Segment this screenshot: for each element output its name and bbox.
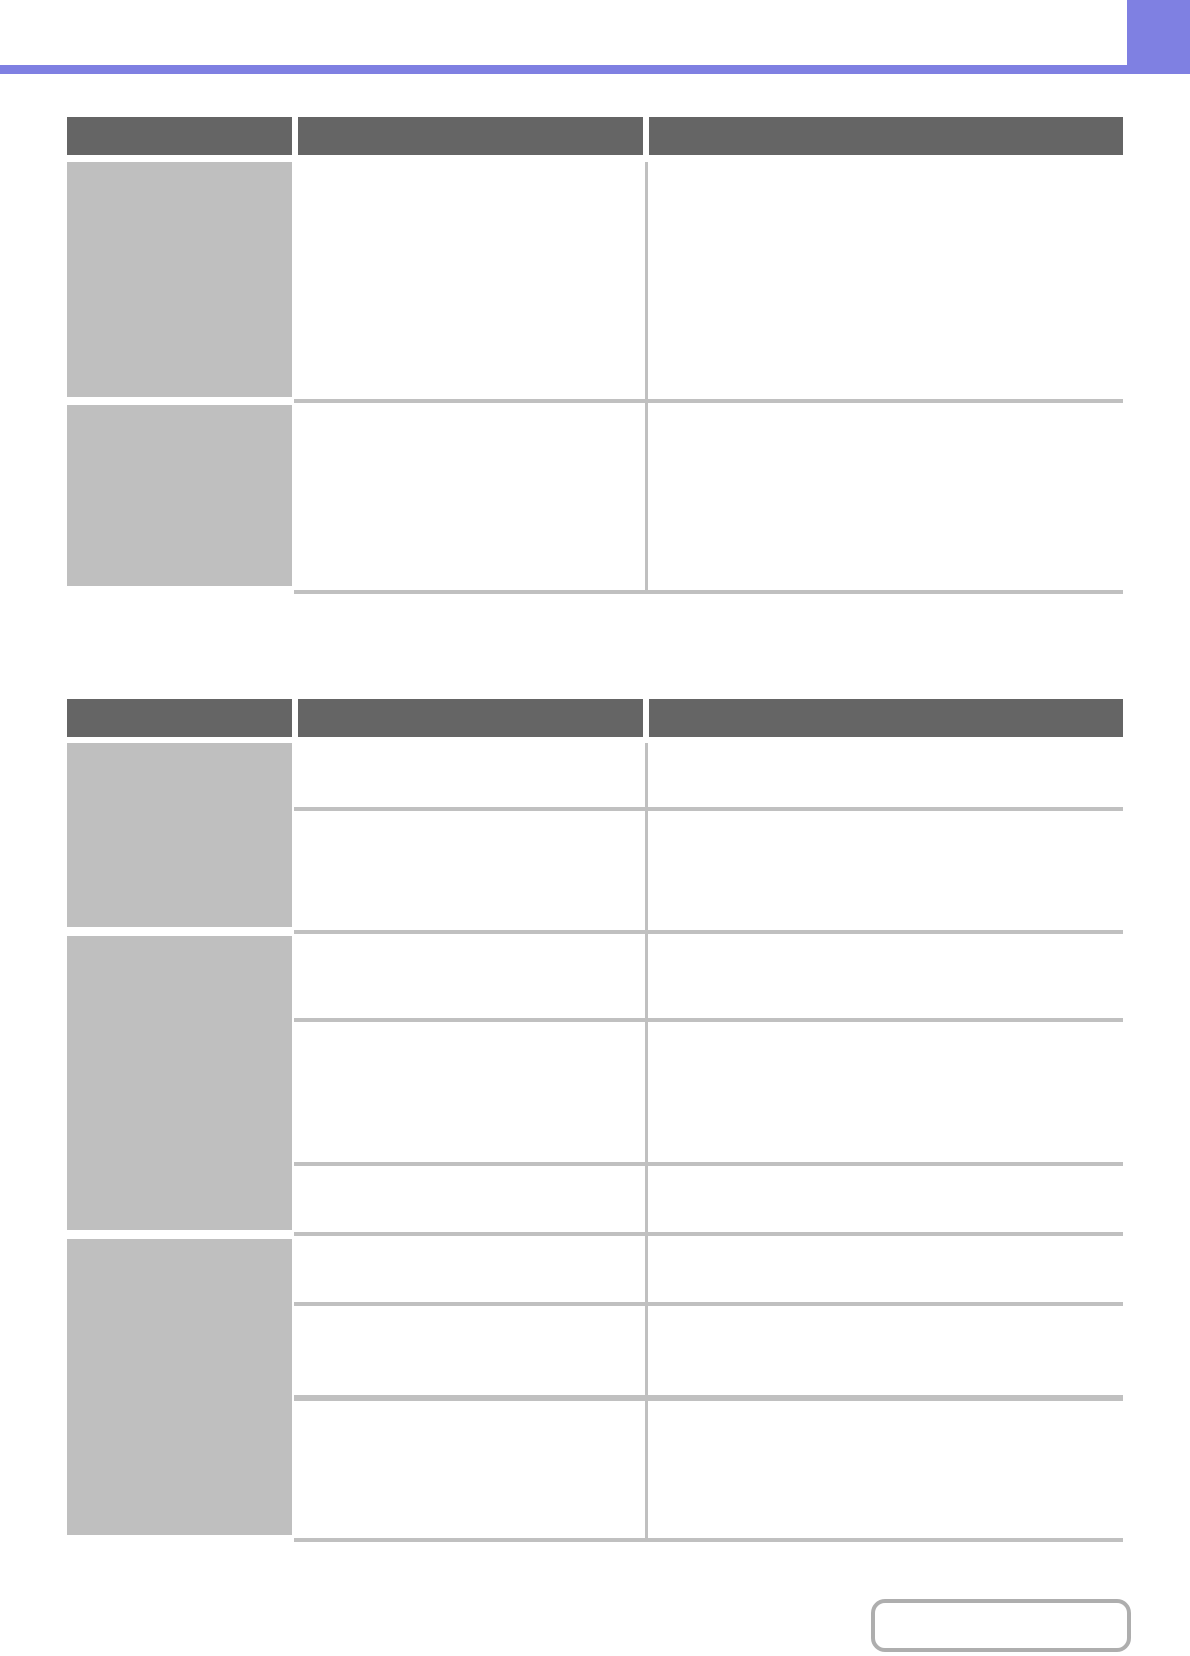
table2-row8-col3-cell	[649, 1402, 1123, 1538]
table2-header-col3	[649, 699, 1123, 737]
table2-row5-col3-cell	[649, 1166, 1123, 1232]
table2-header-col1	[67, 699, 292, 737]
table2-row4-col2-cell	[298, 1022, 643, 1162]
top-accent-bar	[0, 65, 1190, 74]
table2-header-col2	[298, 699, 643, 737]
table2-row7-col3-cell	[649, 1306, 1123, 1395]
table1-row2-col2-cell	[298, 405, 643, 586]
table2-bottom-border	[294, 1538, 1123, 1542]
table1-row1-col2-cell	[298, 162, 643, 397]
table-1	[0, 117, 1190, 594]
table2-row8-col2-cell	[298, 1402, 643, 1538]
table2-group3-label-cell	[67, 1239, 292, 1535]
table2-row-divider-4	[294, 1162, 1123, 1166]
table2-row1-col3-cell	[649, 743, 1123, 807]
table2-row-divider-3	[294, 1018, 1123, 1022]
table2-row1-col2-cell	[298, 743, 643, 807]
table1-header-col3	[649, 117, 1123, 155]
table2-row-divider-2	[294, 930, 1123, 934]
table2-row3-col2-cell	[298, 934, 643, 1018]
table1-row1-col3-cell	[649, 162, 1123, 397]
table2-group1-label-cell	[67, 743, 292, 927]
table2-row-divider-6	[294, 1302, 1123, 1306]
corner-accent-tab	[1127, 0, 1190, 74]
table2-row6-col2-cell	[298, 1236, 643, 1302]
table1-row-divider-1	[294, 399, 1123, 403]
table-2	[0, 699, 1190, 1542]
table2-row-divider-5	[294, 1232, 1123, 1236]
table2-row4-col3-cell	[649, 1022, 1123, 1162]
table1-header-col2	[298, 117, 643, 155]
table2-row6-col3-cell	[649, 1236, 1123, 1302]
table2-row2-col3-cell	[649, 811, 1123, 930]
table1-column-divider	[645, 162, 648, 594]
table1-bottom-border	[294, 590, 1123, 594]
table2-row-divider-1	[294, 807, 1123, 811]
page-link-button[interactable]	[871, 1599, 1131, 1652]
table1-header-col1	[67, 117, 292, 155]
table1-row2-col3-cell	[649, 405, 1123, 586]
table1-group1-label-cell	[67, 162, 292, 397]
table2-column-divider	[645, 743, 648, 1542]
table2-row2-col2-cell	[298, 811, 643, 930]
table2-row3-col3-cell	[649, 934, 1123, 1018]
table2-row-divider-7	[294, 1395, 1123, 1401]
table1-group2-label-cell	[67, 405, 292, 586]
table2-row5-col2-cell	[298, 1166, 643, 1232]
table2-group2-label-cell	[67, 936, 292, 1230]
table2-row7-col2-cell	[298, 1306, 643, 1395]
